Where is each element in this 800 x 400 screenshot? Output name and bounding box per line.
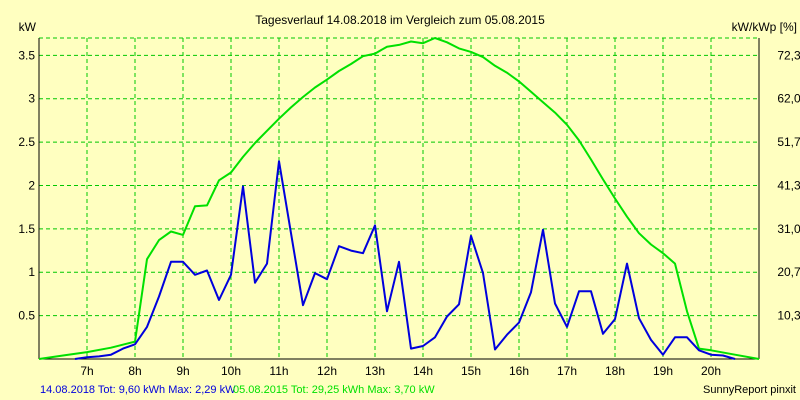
y-tick-label-right: 72,3 bbox=[777, 48, 800, 62]
series-line-05-08-2015 bbox=[38, 37, 760, 360]
y-tick-label-left: 3.5 bbox=[18, 48, 35, 62]
chart-title: Tagesverlauf 14.08.2018 im Vergleich zum… bbox=[255, 13, 545, 27]
y-tick-label-right: 10,3 bbox=[777, 309, 800, 323]
y-axis-label-left: kW bbox=[19, 20, 37, 34]
y-tick-label-left: 1.5 bbox=[18, 222, 35, 236]
credit-text: SunnyReport pinxit bbox=[703, 384, 796, 396]
y-tick-label-left: 0.5 bbox=[18, 309, 35, 323]
y-tick-label-right: 51,7 bbox=[777, 135, 800, 149]
legend-series-14-08-2018: 14.08.2018 Tot: 9,60 kWh Max: 2,29 kW bbox=[40, 384, 236, 396]
y-tick-label-right: 41,3 bbox=[777, 178, 800, 192]
x-tick-label: 10h bbox=[221, 364, 241, 378]
y-tick-label-right: 20,7 bbox=[777, 265, 800, 279]
y-tick-label-left: 1 bbox=[28, 265, 35, 279]
y-axis-label-right: kW/kWp [%] bbox=[732, 20, 797, 34]
x-tick-label: 13h bbox=[365, 364, 385, 378]
x-tick-label: 14h bbox=[413, 364, 433, 378]
x-tick-label: 8h bbox=[128, 364, 141, 378]
x-tick-label: 15h bbox=[461, 364, 481, 378]
series-line-14-08-2018 bbox=[74, 160, 736, 360]
y-tick-label-right: 31,0 bbox=[777, 222, 800, 236]
y-tick-label-right: 62,0 bbox=[777, 92, 800, 106]
y-tick-label-left: 2.5 bbox=[18, 135, 35, 149]
tick-labels: 0.5 10,3 1 20,7 1.5 31,0 2 41,3 2.5 51,7 3 62,0 3.5 7… bbox=[18, 48, 800, 378]
x-tick-label: 20h bbox=[701, 364, 721, 378]
x-tick-label: 19h bbox=[653, 364, 673, 378]
x-tick-label: 18h bbox=[605, 364, 625, 378]
x-tick-label: 17h bbox=[557, 364, 577, 378]
x-tick-label: 9h bbox=[176, 364, 189, 378]
y-tick-label-left: 3 bbox=[28, 92, 35, 106]
x-tick-label: 11h bbox=[269, 364, 288, 378]
y-tick-label-left: 2 bbox=[28, 178, 35, 192]
grid-lines bbox=[39, 37, 759, 359]
x-tick-label: 16h bbox=[509, 364, 529, 378]
x-tick-label: 7h bbox=[80, 364, 93, 378]
legend-series-05-08-2015: 05.08.2015 Tot: 29,25 kWh Max: 3,70 kW bbox=[233, 384, 435, 396]
x-tick-label: 12h bbox=[317, 364, 337, 378]
